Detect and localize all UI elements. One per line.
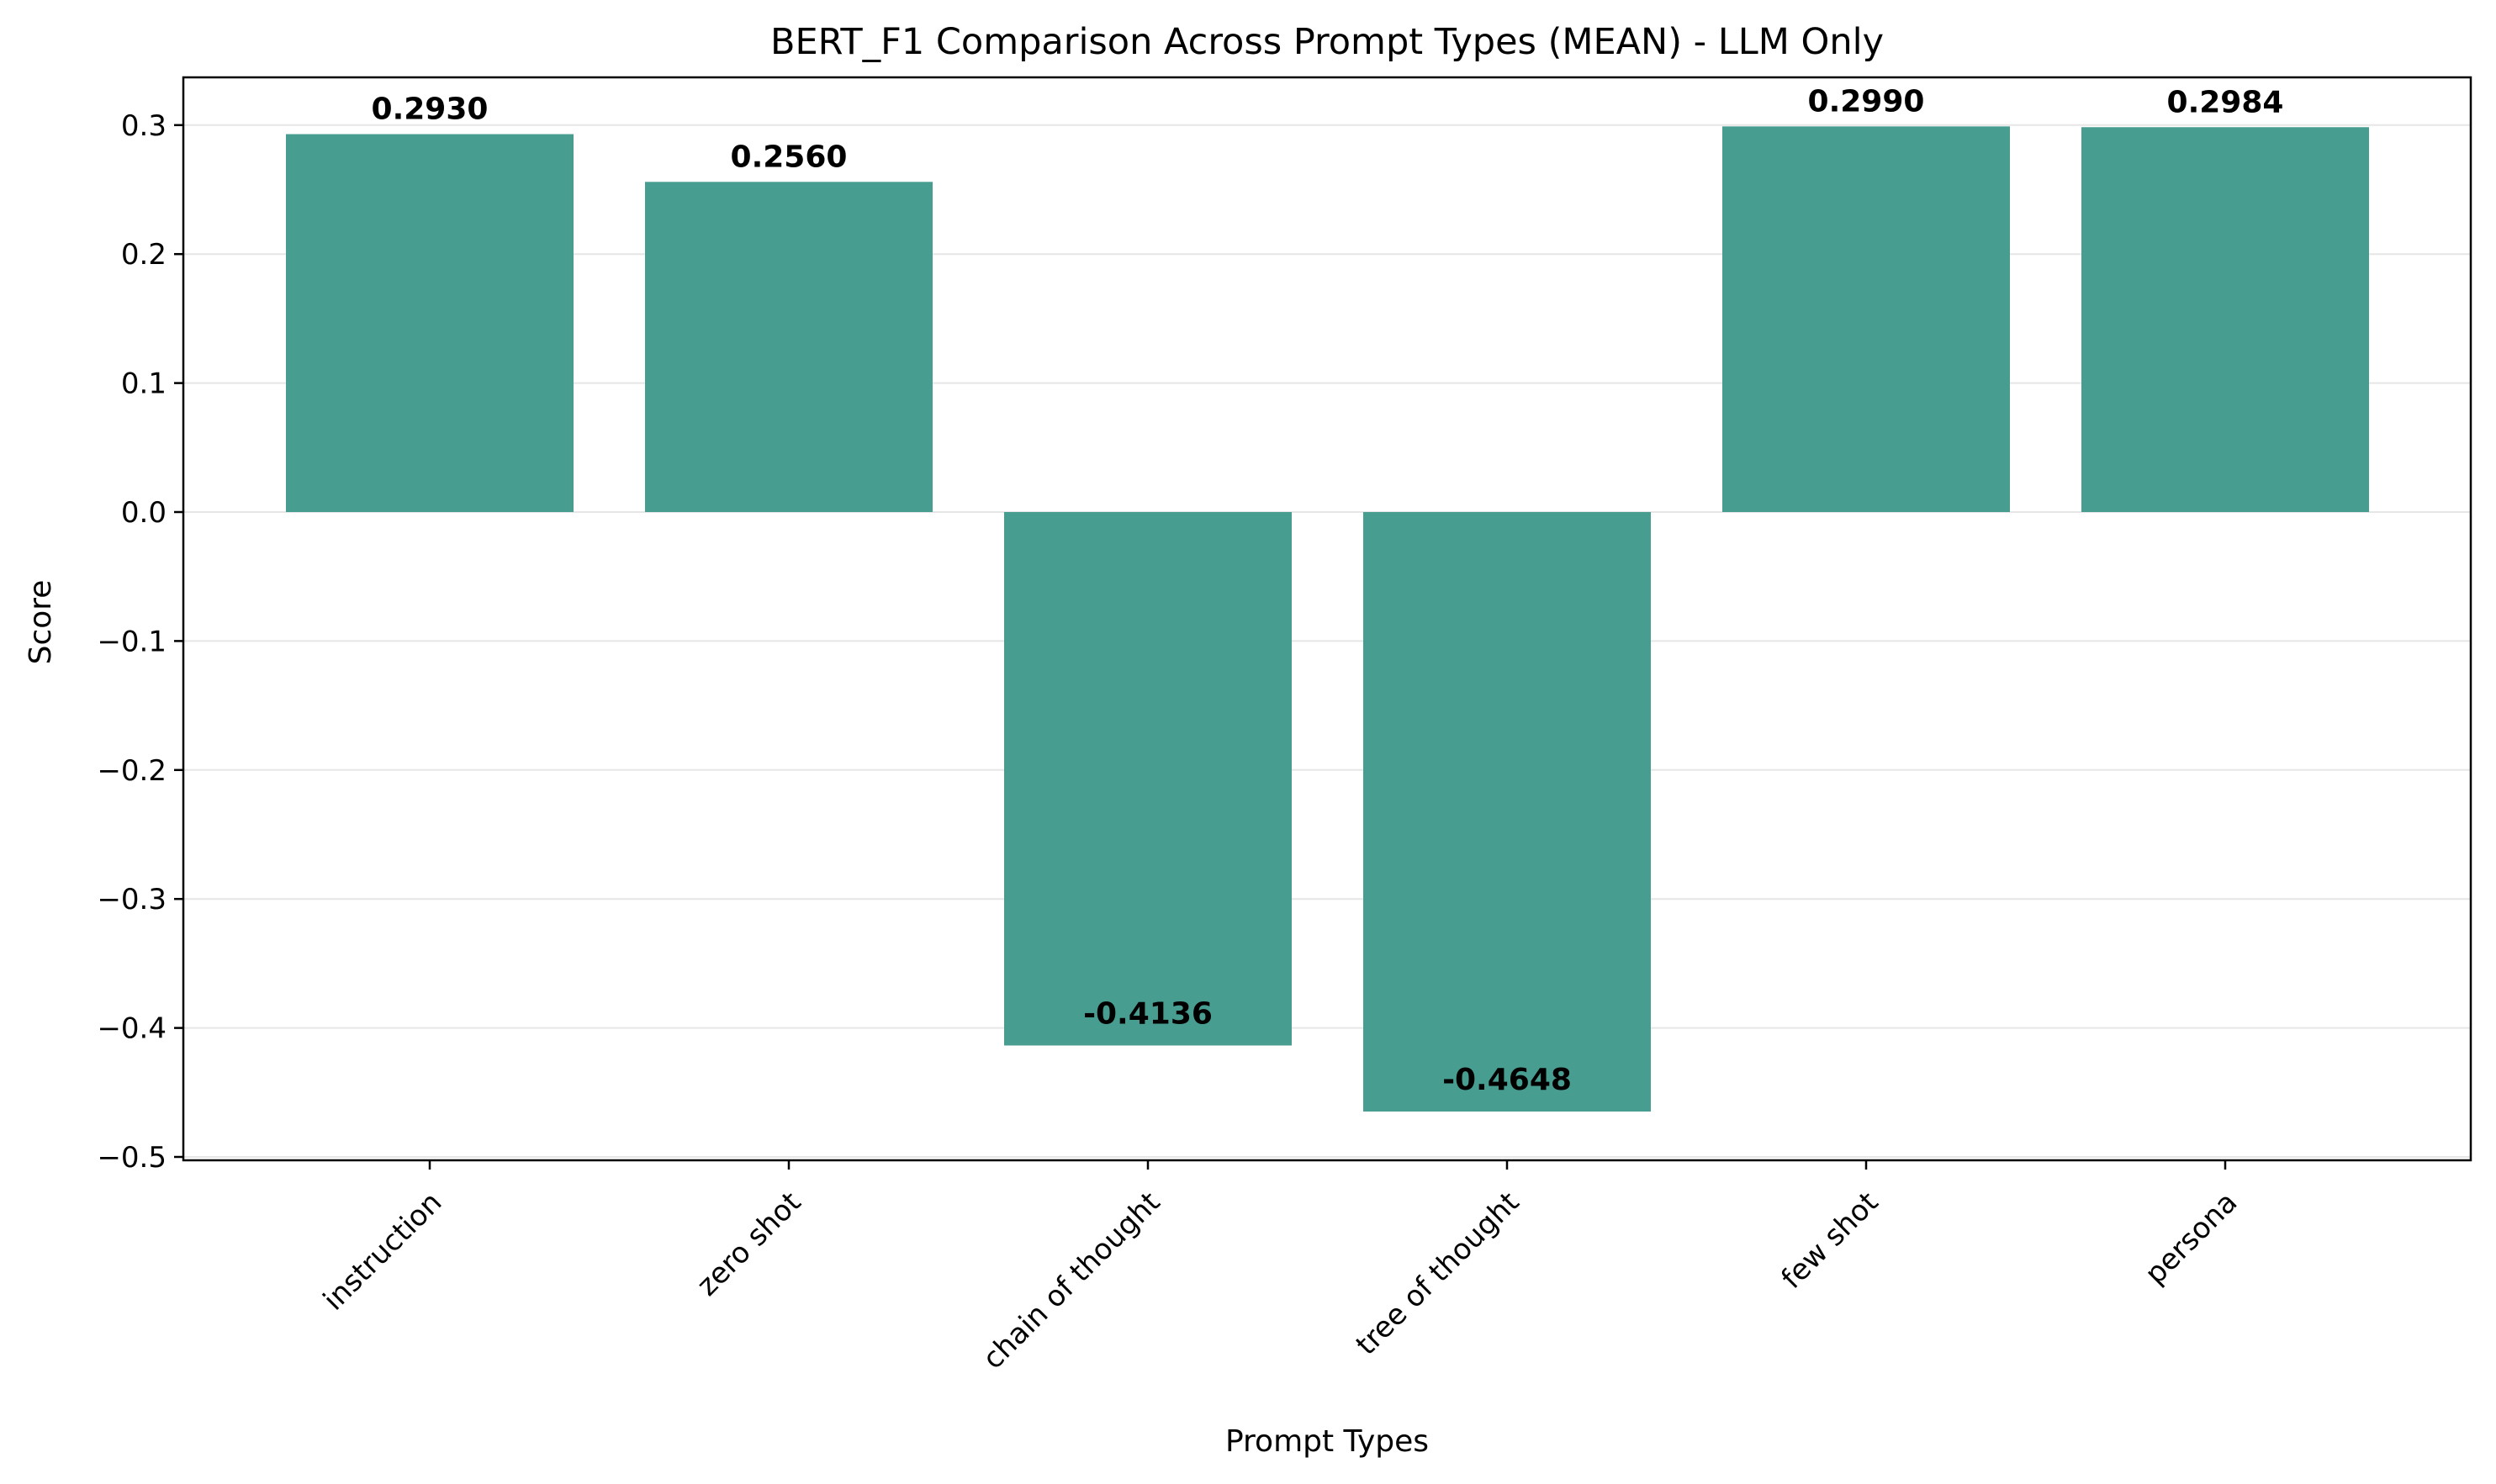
bar	[1363, 512, 1651, 1112]
bar	[645, 182, 933, 512]
y-tick-label: 0.0	[121, 496, 167, 530]
bar	[286, 134, 574, 512]
data-label: -0.4136	[1083, 996, 1213, 1031]
bar	[2081, 127, 2369, 512]
y-tick-label: 0.1	[121, 367, 167, 401]
chart-title: BERT_F1 Comparison Across Prompt Types (…	[770, 21, 1884, 63]
y-tick-label: −0.1	[97, 625, 167, 658]
data-label: 0.2984	[2167, 85, 2284, 119]
y-tick-label: −0.2	[97, 754, 167, 788]
y-tick-label: −0.5	[97, 1141, 167, 1175]
data-label: 0.2560	[731, 140, 848, 174]
y-axis: 0.3 0.2 0.1 0.0 −0.1 −0.2 −0.3 −0.4 −0.5	[97, 109, 183, 1175]
y-axis-title: Score	[24, 580, 58, 665]
y-tick-label: 0.3	[121, 109, 167, 143]
y-tick-label: −0.4	[97, 1012, 167, 1046]
data-labels: 0.2930 0.2560 -0.4136 -0.4648 0.2990 0.2984	[372, 84, 2284, 1097]
data-label: 0.2930	[372, 92, 489, 127]
bars	[286, 126, 2369, 1112]
y-tick-label: −0.3	[97, 883, 167, 916]
y-tick-label: 0.2	[121, 238, 167, 272]
x-axis-title: Prompt Types	[1225, 1424, 1429, 1459]
bar	[1004, 512, 1292, 1046]
data-label: -0.4648	[1442, 1063, 1572, 1097]
bar	[1722, 126, 2010, 513]
data-label: 0.2990	[1808, 84, 1925, 119]
plot-area-frame	[182, 76, 2472, 1162]
